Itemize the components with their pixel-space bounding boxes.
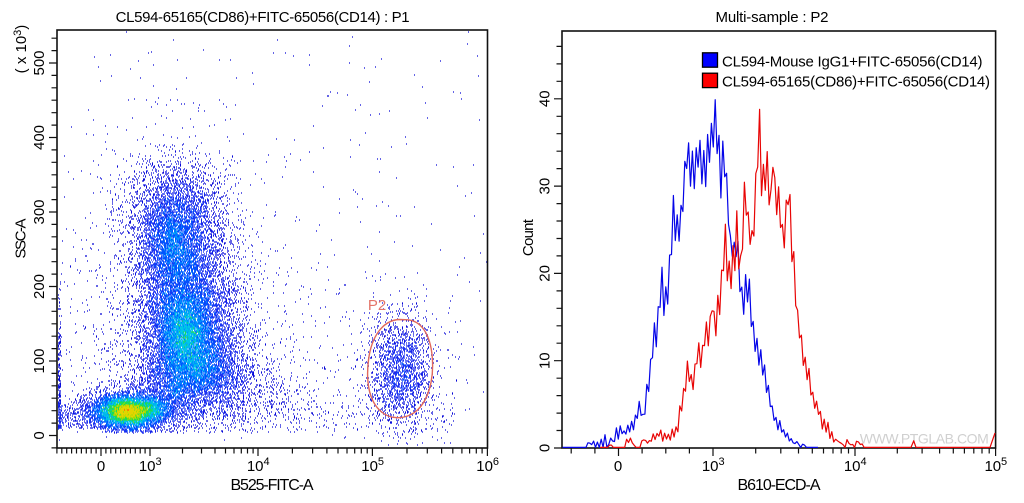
svg-text:3: 3 [155,456,161,468]
svg-text:0: 0 [97,458,105,475]
svg-text:Count: Count [520,218,537,256]
svg-text:CL594-65165(CD86)+FITC-65056(C: CL594-65165(CD86)+FITC-65056(CD14) [722,74,990,91]
svg-text:B610-ECD-A: B610-ECD-A [738,477,821,494]
svg-text:10: 10 [247,458,264,475]
svg-text:10: 10 [476,458,493,475]
svg-text:CL594-Mouse IgG1+FITC-65056(CD: CL594-Mouse IgG1+FITC-65056(CD14) [722,53,983,70]
svg-text:300: 300 [31,199,48,224]
svg-text:5: 5 [1001,456,1007,468]
svg-text:6: 6 [493,456,499,468]
svg-text:4: 4 [263,456,269,468]
svg-text:100: 100 [31,348,48,373]
svg-text:10: 10 [984,458,1001,475]
svg-text:SSC-A: SSC-A [13,219,30,259]
svg-text:10: 10 [361,458,378,475]
svg-text:10: 10 [702,458,719,475]
svg-text:CL594-65165(CD86)+FITC-65056(C: CL594-65165(CD86)+FITC-65056(CD14) : P1 [116,9,410,26]
svg-text:0: 0 [536,444,553,452]
svg-text:4: 4 [860,456,866,468]
svg-text:( x 103): ( x 103) [12,25,30,74]
svg-text:10: 10 [139,458,156,475]
svg-text:400: 400 [31,125,48,150]
svg-text:0: 0 [31,431,48,439]
svg-text:20: 20 [536,265,553,282]
svg-text:WWW.PTGLAB.COM: WWW.PTGLAB.COM [860,431,989,447]
svg-text:Multi-sample : P2: Multi-sample : P2 [716,9,829,26]
svg-text:3: 3 [718,456,724,468]
svg-text:10: 10 [536,352,553,369]
svg-text:200: 200 [31,274,48,299]
svg-text:40: 40 [536,90,553,107]
svg-text:10: 10 [844,458,861,475]
svg-text:5: 5 [378,456,384,468]
svg-text:P2: P2 [368,297,386,314]
svg-text:500: 500 [31,50,48,75]
svg-text:B525-FITC-A: B525-FITC-A [231,477,314,494]
svg-text:0: 0 [614,458,622,475]
svg-text:30: 30 [536,178,553,195]
